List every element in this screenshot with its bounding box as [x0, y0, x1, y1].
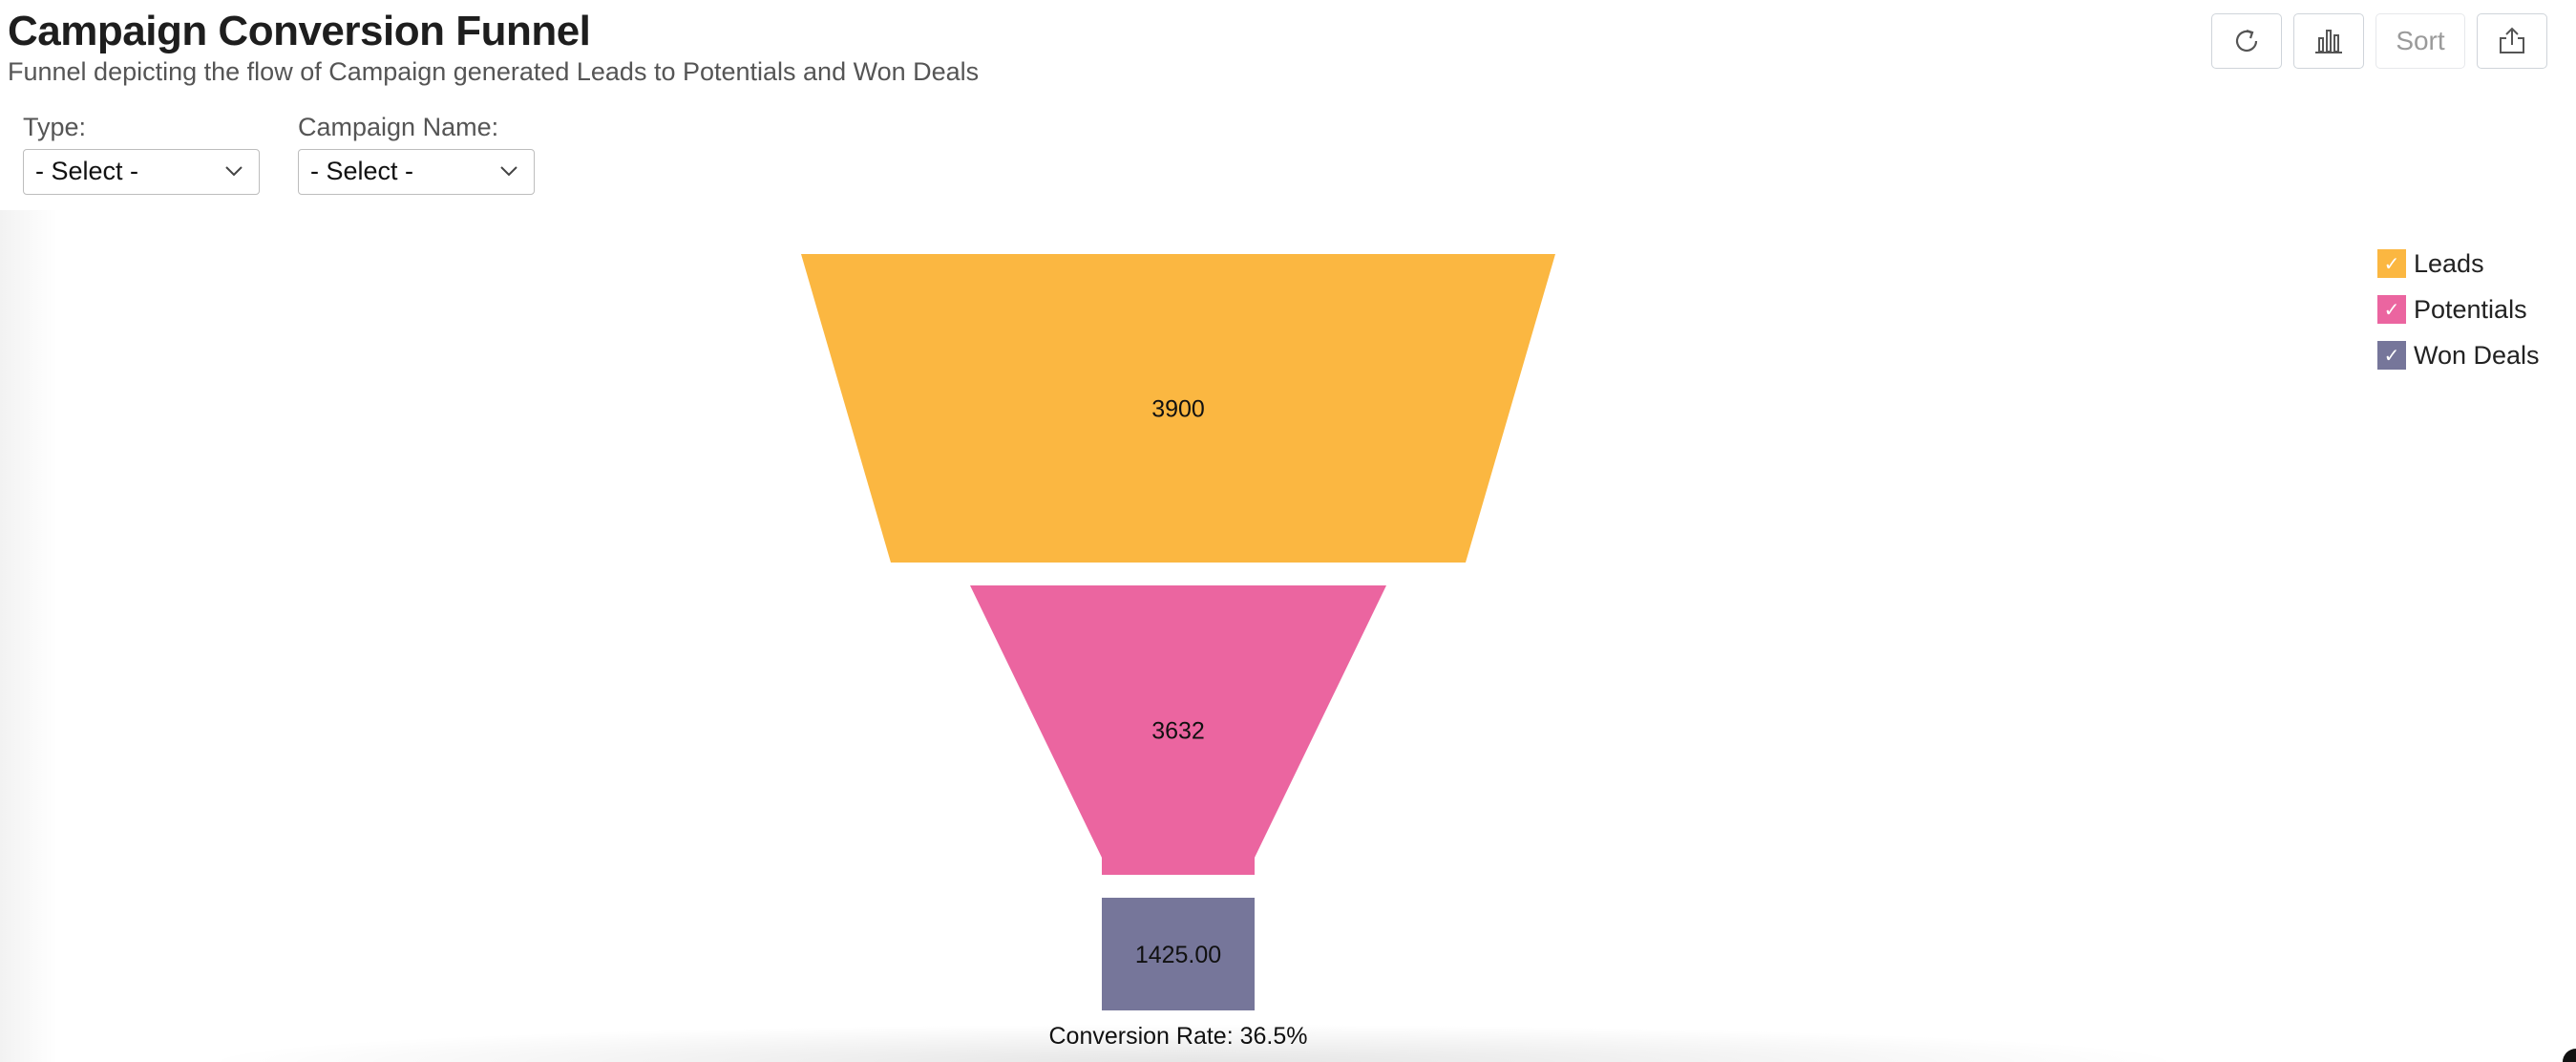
funnel-stage-leads[interactable]	[801, 254, 1555, 563]
legend-swatch-leads: ✓	[2377, 249, 2406, 278]
export-icon	[2500, 27, 2524, 53]
funnel-value-label: 3900	[1151, 396, 1205, 423]
legend-item-won-deals[interactable]: ✓ Won Deals	[2377, 332, 2540, 378]
funnel-stage-potentials[interactable]	[970, 585, 1386, 875]
chart-legend: ✓ Leads ✓ Potentials ✓ Won Deals	[2377, 241, 2540, 378]
export-button[interactable]	[2477, 13, 2547, 69]
chart-toolbar: Sort	[2211, 13, 2547, 69]
campaign-name-select-value: - Select -	[310, 157, 414, 185]
legend-swatch-potentials: ✓	[2377, 295, 2406, 324]
refresh-button[interactable]	[2211, 13, 2282, 69]
legend-label: Potentials	[2414, 294, 2527, 324]
refresh-icon	[2235, 29, 2258, 53]
legend-label: Won Deals	[2414, 340, 2540, 370]
funnel-value-label: 3632	[1151, 718, 1205, 745]
legend-item-leads[interactable]: ✓ Leads	[2377, 241, 2540, 287]
type-select[interactable]: - Select -	[23, 149, 260, 195]
chevron-down-icon	[500, 166, 517, 177]
legend-swatch-won-deals: ✓	[2377, 341, 2406, 370]
page-title: Campaign Conversion Funnel	[8, 8, 591, 54]
page-subtitle: Funnel depicting the flow of Campaign ge…	[8, 57, 980, 86]
legend-label: Leads	[2414, 248, 2484, 278]
campaign-name-filter-label: Campaign Name:	[298, 113, 499, 141]
type-filter-label: Type:	[23, 113, 87, 141]
window-corner	[2563, 1049, 2576, 1062]
bottom-shadow	[191, 1024, 2196, 1062]
left-edge-shadow	[0, 210, 57, 1062]
type-select-value: - Select -	[35, 157, 139, 185]
campaign-name-select[interactable]: - Select -	[298, 149, 535, 195]
chart-type-button[interactable]	[2293, 13, 2364, 69]
sort-button[interactable]: Sort	[2375, 13, 2465, 69]
conversion-rate-label: Conversion Rate: 36.5%	[1049, 1023, 1308, 1050]
chevron-down-icon	[225, 166, 243, 177]
legend-item-potentials[interactable]: ✓ Potentials	[2377, 287, 2540, 332]
funnel-value-label: 1425.00	[1135, 942, 1221, 968]
bar-chart-icon	[2315, 30, 2342, 53]
funnel-stage-won-deals[interactable]	[1102, 898, 1255, 1010]
